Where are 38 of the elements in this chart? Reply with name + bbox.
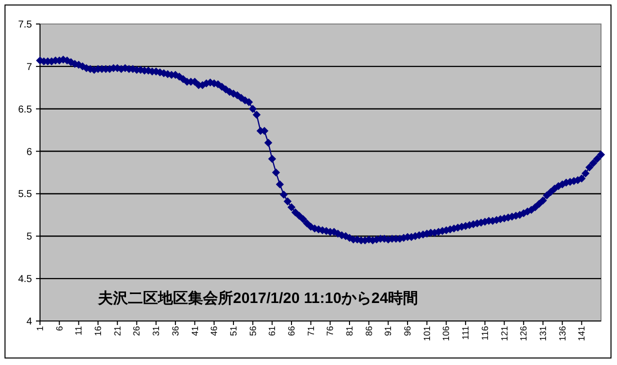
x-tick-label: 106 xyxy=(441,326,452,342)
x-tick-label: 141 xyxy=(576,326,587,342)
x-tick-label: 126 xyxy=(518,326,529,342)
y-tick-label: 5 xyxy=(26,232,32,243)
x-tick-label: 76 xyxy=(325,326,336,336)
x-tick-label: 36 xyxy=(170,326,180,336)
y-tick-label: 7.5 xyxy=(18,20,32,30)
x-tick-label: 21 xyxy=(112,326,122,336)
y-tick-label: 4 xyxy=(26,316,32,328)
x-tick-label: 51 xyxy=(228,326,238,336)
x-tick-label: 26 xyxy=(132,326,142,336)
y-tick-label: 4.5 xyxy=(18,274,32,286)
x-tick-label: 121 xyxy=(499,326,510,342)
x-tick-label: 96 xyxy=(402,326,413,336)
x-tick-label: 91 xyxy=(383,326,394,336)
x-tick-label: 136 xyxy=(557,326,568,342)
y-tick-label: 6 xyxy=(26,146,32,158)
y-tick-label: 5.5 xyxy=(18,189,32,200)
x-tick-label: 41 xyxy=(190,326,200,336)
x-tick-label: 111 xyxy=(460,326,471,340)
x-tick-label: 116 xyxy=(480,326,490,340)
x-tick-label: 71 xyxy=(306,326,316,336)
x-tick-label: 86 xyxy=(364,326,374,336)
x-tick-label: 46 xyxy=(209,326,220,336)
x-tick-label: 131 xyxy=(538,326,548,342)
x-tick-label: 56 xyxy=(248,326,258,336)
x-tick-label: 101 xyxy=(422,326,432,342)
x-tick-label: 16 xyxy=(93,326,104,336)
y-tick-label: 7 xyxy=(26,62,32,73)
y-tick-label: 6.5 xyxy=(18,104,32,116)
x-tick-label: 6 xyxy=(54,326,64,332)
annotation: 夫沢二区地区集会所2017/1/20 11:10から24時間 xyxy=(97,290,418,307)
x-tick-label: 11 xyxy=(74,326,84,336)
x-tick-label: 66 xyxy=(286,326,296,336)
x-tick-label: 61 xyxy=(267,326,278,336)
x-tick-label: 1 xyxy=(35,326,45,332)
x-tick-label: 81 xyxy=(344,326,355,336)
x-tick-label: 31 xyxy=(151,326,162,336)
